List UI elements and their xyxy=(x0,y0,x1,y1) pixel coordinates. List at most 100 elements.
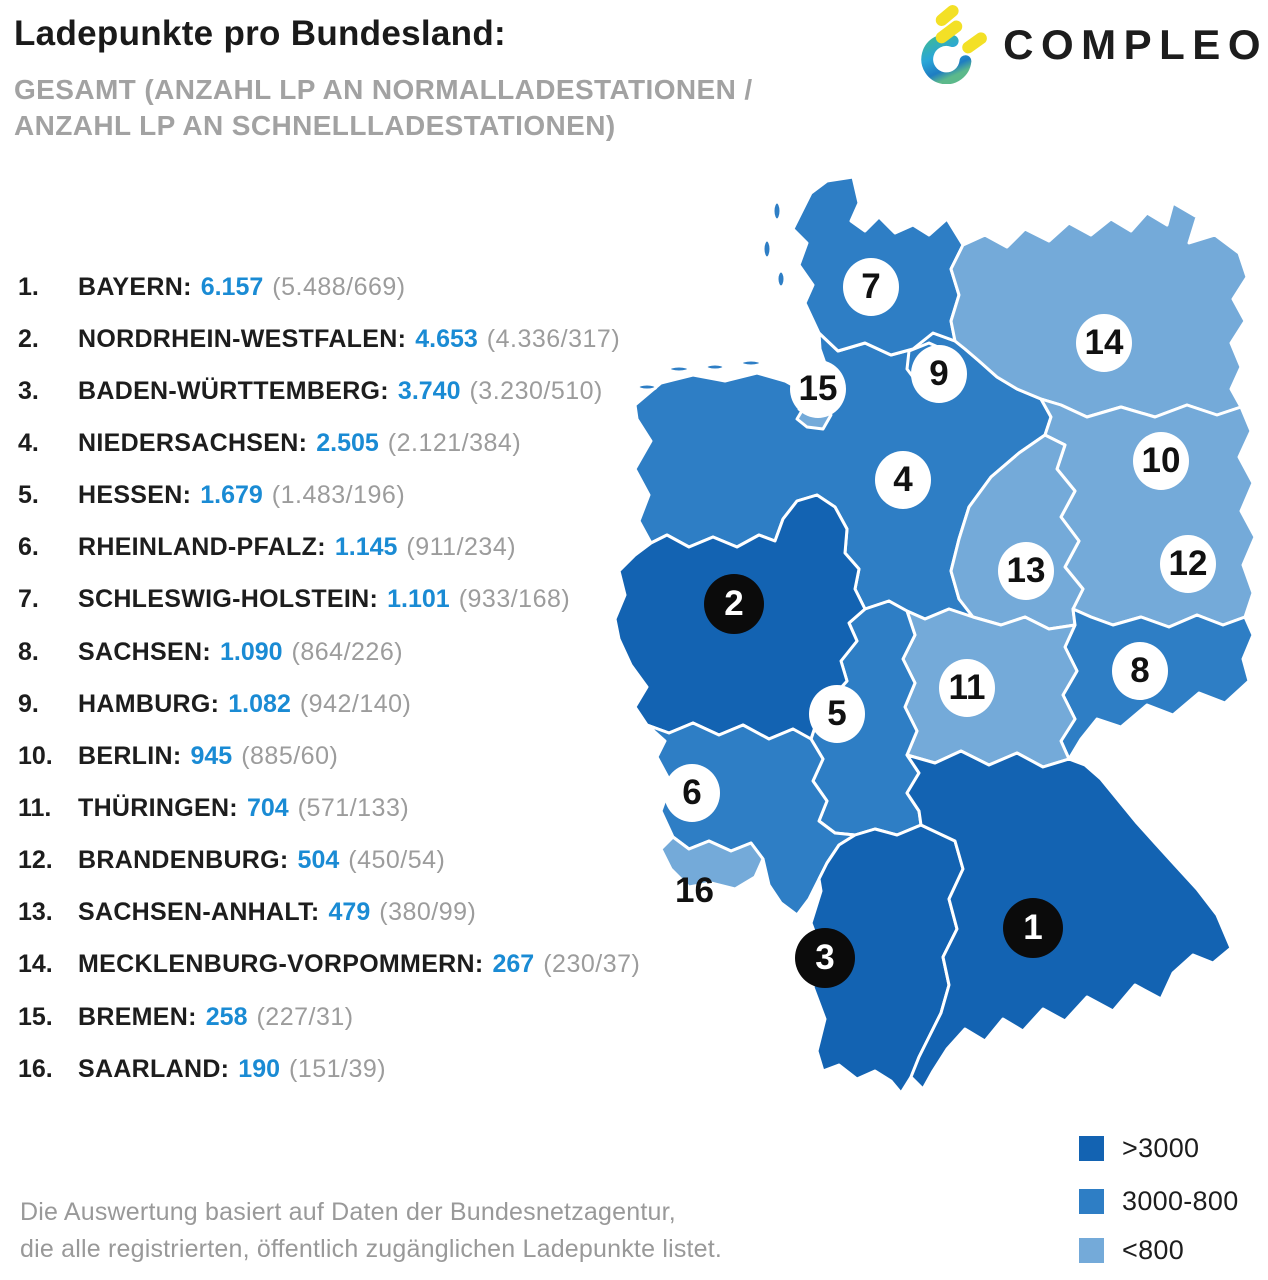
island-icon xyxy=(704,362,726,372)
map-badge-thueringen: 11 xyxy=(939,659,995,717)
list-item: 11. THÜRINGEN: 704 (571/133) xyxy=(18,782,618,834)
total-value: 1.082 xyxy=(228,689,291,718)
state-mecklenburg-vorpommern xyxy=(949,201,1249,419)
state-name: BAYERN: xyxy=(78,272,192,301)
state-name: SACHSEN: xyxy=(78,637,211,666)
legend-swatch-dark xyxy=(1079,1136,1104,1161)
island-icon xyxy=(761,238,773,260)
state-name: THÜRINGEN: xyxy=(78,793,238,822)
total-value: 1.101 xyxy=(387,585,450,614)
list-item: 9. HAMBURG: 1.082 (942/140) xyxy=(18,678,618,730)
legend-label: 3000-800 xyxy=(1122,1186,1239,1216)
detail-value: (885/60) xyxy=(241,741,339,770)
detail-value: (933/168) xyxy=(458,585,571,614)
legend-item-dark: >3000 xyxy=(1079,1133,1199,1164)
map-badge-schleswig-holstein: 7 xyxy=(843,258,899,316)
map-badge-mecklenburg-vorpommern: 14 xyxy=(1076,314,1132,372)
rank-label: 5. xyxy=(18,481,39,510)
detail-value: (1.483/196) xyxy=(271,481,406,510)
list-item: 7. SCHLESWIG-HOLSTEIN: 1.101 (933/168) xyxy=(18,574,618,626)
map-badge-bremen: 15 xyxy=(790,360,846,418)
list-item: 12. BRANDENBURG: 504 (450/54) xyxy=(18,835,618,887)
detail-value: (230/37) xyxy=(543,950,641,979)
map-svg xyxy=(613,175,1257,1095)
total-value: 1.145 xyxy=(334,533,398,562)
legend-label: <800 xyxy=(1122,1235,1185,1265)
page-title: Ladepunkte pro Bundesland: xyxy=(14,14,506,53)
list-item: 6. RHEINLAND-PFALZ: 1.145 (911/234) xyxy=(18,522,618,574)
map-badge-hessen: 5 xyxy=(809,685,865,743)
list-item: 10. BERLIN: 945 (885/60) xyxy=(18,730,618,782)
legend-swatch-light xyxy=(1079,1238,1104,1263)
detail-value: (571/133) xyxy=(297,793,410,822)
legend-item-light: <800 xyxy=(1079,1235,1184,1266)
list-item: 2. NORDRHEIN-WESTFALEN: 4.653 (4.336/317) xyxy=(18,313,620,365)
rank-label: 6. xyxy=(18,533,39,562)
map-badge-sachsen: 8 xyxy=(1112,642,1168,700)
map-badge-baden-wuerttemberg: 3 xyxy=(795,928,855,988)
state-name: NORDRHEIN-WESTFALEN: xyxy=(78,324,407,353)
map-badge-hamburg: 9 xyxy=(911,345,967,403)
legend-swatch-medium xyxy=(1079,1189,1104,1214)
state-name: SACHSEN-ANHALT: xyxy=(78,898,320,927)
logo-spark-2 xyxy=(935,20,963,44)
list-item: 3. BADEN-WÜRTTEMBERG: 3.740 (3.230/510) xyxy=(18,365,618,417)
logo-spark-1 xyxy=(935,5,959,27)
island-icon xyxy=(636,382,658,392)
rank-label: 7. xyxy=(18,585,39,614)
state-name: BRANDENBURG: xyxy=(78,846,289,875)
compleo-logo-icon xyxy=(921,5,987,84)
map-badge-bayern: 1 xyxy=(1003,898,1063,958)
list-item: 1. BAYERN: 6.157 (5.488/669) xyxy=(18,261,618,313)
legend-item-medium: 3000-800 xyxy=(1079,1186,1239,1217)
source-note-line-1: Die Auswertung basiert auf Daten der Bun… xyxy=(20,1198,676,1226)
rank-label: 8. xyxy=(18,637,39,666)
state-name: HAMBURG: xyxy=(78,689,220,718)
detail-value: (3.230/510) xyxy=(469,376,603,405)
total-value: 2.505 xyxy=(316,428,379,457)
state-name: RHEINLAND-PFALZ: xyxy=(78,533,326,562)
state-name: BADEN-WÜRTTEMBERG: xyxy=(78,376,389,405)
germany-choropleth-map: 1 2 3 4 5 6 7 8 9 10 11 12 13 14 15 16 xyxy=(613,173,1258,1123)
detail-value: (2.121/384) xyxy=(387,428,522,457)
logo-wordmark: COMPLEO xyxy=(1003,21,1268,68)
map-badge-berlin: 10 xyxy=(1133,432,1189,490)
total-value: 945 xyxy=(190,741,233,770)
state-name: NIEDERSACHSEN: xyxy=(78,428,308,457)
source-note-line-2: die alle registrierten, öffentlich zugän… xyxy=(20,1235,723,1263)
state-name: SCHLESWIG-HOLSTEIN: xyxy=(78,585,379,614)
total-value: 258 xyxy=(205,1002,248,1031)
total-value: 6.157 xyxy=(200,272,264,301)
rank-label: 16. xyxy=(18,1054,53,1083)
state-name: SAARLAND: xyxy=(78,1054,230,1083)
total-value: 267 xyxy=(492,950,535,979)
state-ranking-list: 1. BAYERN: 6.157 (5.488/669) 2. NORDRHEIN-WE… xyxy=(18,261,640,1095)
total-value: 3.740 xyxy=(397,376,461,405)
total-value: 504 xyxy=(297,846,340,875)
rank-label: 2. xyxy=(18,324,39,353)
subtitle-line-2: ANZAHL LP AN SCHNELLLADESTATIONEN) xyxy=(14,110,616,141)
rank-label: 14. xyxy=(18,950,53,979)
rank-label: 4. xyxy=(18,428,39,457)
rank-label: 12. xyxy=(18,846,53,875)
total-value: 4.653 xyxy=(415,324,478,353)
detail-value: (380/99) xyxy=(379,898,477,927)
list-item: 15. BREMEN: 258 (227/31) xyxy=(18,991,618,1043)
legend-label: >3000 xyxy=(1122,1133,1200,1163)
rank-label: 3. xyxy=(18,376,39,405)
island-icon xyxy=(739,358,763,368)
logo-spark-3 xyxy=(962,32,987,54)
rank-label: 9. xyxy=(18,689,39,718)
list-item: 4. NIEDERSACHSEN: 2.505 (2.121/384) xyxy=(18,417,618,469)
state-bayern xyxy=(905,749,1233,1091)
detail-value: (450/54) xyxy=(348,846,446,875)
rank-label: 11. xyxy=(18,793,52,822)
map-badge-rheinland-pfalz: 6 xyxy=(664,764,720,822)
rank-label: 13. xyxy=(18,898,53,927)
total-value: 1.679 xyxy=(200,481,263,510)
list-item: 5. HESSEN: 1.679 (1.483/196) xyxy=(18,470,618,522)
island-icon xyxy=(775,269,787,289)
map-badge-nordrhein-westfalen: 2 xyxy=(704,574,764,634)
total-value: 479 xyxy=(328,898,371,927)
list-item: 14. MECKLENBURG-VORPOMMERN: 267 (230/37) xyxy=(18,939,640,991)
